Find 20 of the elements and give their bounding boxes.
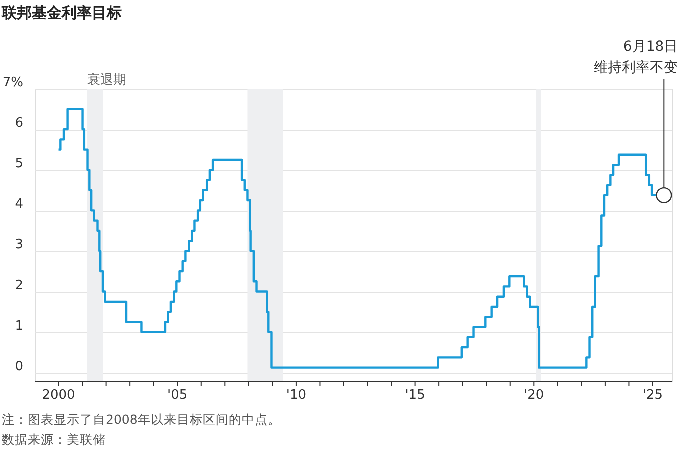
y-tick-label: 6 [15, 116, 24, 132]
band-label: 衰退期 [87, 72, 126, 88]
x-tick-label: '25 [642, 388, 664, 403]
y-tick-label: 2 [15, 278, 24, 294]
chart-title: 联邦基金利率目标 [1, 4, 122, 22]
x-tick-label: '15 [405, 388, 426, 403]
text: 注：图表显示了自2008年以来目标区间的中点。 [2, 412, 281, 427]
text: 6月18日 [623, 39, 678, 55]
x-tick-label: '05 [168, 388, 188, 403]
y-tick-label: 3 [15, 238, 24, 253]
y-tick-label: 7% [2, 76, 24, 90]
source-note: 数据来源：美联储 [2, 432, 106, 447]
y-tick-label: 5 [15, 156, 24, 172]
x-tick-label: 2000 [42, 388, 76, 403]
annotation: 维持利率不变 [594, 60, 678, 76]
y-tick-label: 1 [15, 318, 24, 334]
y-tick-label: 0 [15, 359, 24, 374]
x-tick-label: '20 [524, 388, 544, 403]
y-tick-label: 4 [15, 197, 24, 212]
x-tick-label: '10 [286, 388, 307, 403]
